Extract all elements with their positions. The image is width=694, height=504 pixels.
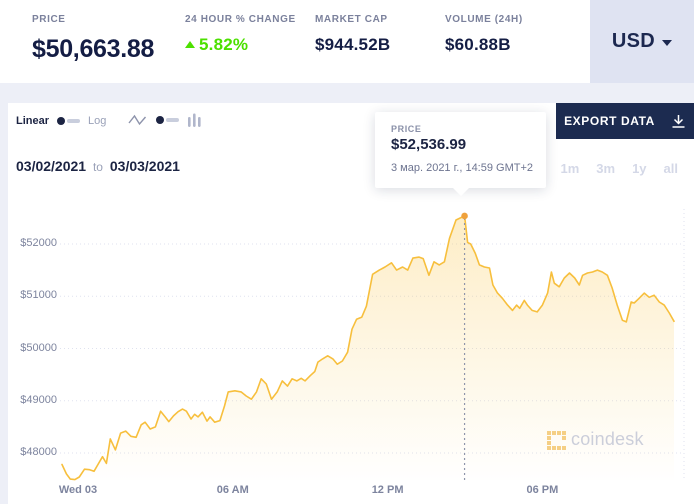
tooltip-price-value: $52,536.99 — [391, 136, 467, 153]
price-chart-panel: Linear Log EXPORT DATA 03/02/2021 — [8, 103, 694, 504]
export-data-label: EXPORT DATA — [564, 114, 655, 128]
stat-volume-value: $60.88B — [445, 35, 511, 54]
chevron-down-icon — [662, 40, 673, 46]
stat-volume: VOLUME (24H) $60.88B — [445, 14, 523, 64]
up-arrow-icon — [185, 41, 195, 48]
tooltip-pointer — [453, 188, 469, 196]
stat-mcap-label: MARKET CAP — [315, 14, 388, 25]
coindesk-logo-icon — [547, 430, 566, 450]
bar-chart-icon[interactable] — [187, 113, 202, 128]
stat-mcap-value: $944.52B — [315, 35, 391, 54]
date-range-end[interactable]: 03/03/2021 — [109, 158, 180, 174]
date-range[interactable]: 03/02/2021 to 03/03/2021 — [16, 158, 180, 174]
scale-controls: Linear Log — [16, 113, 106, 129]
price-tooltip: PRICE $52,536.99 3 мар. 2021 г., 14:59 G… — [375, 112, 546, 196]
x-tick-label: 12 PM — [371, 484, 404, 496]
range-button-1y[interactable]: 1y — [632, 161, 647, 176]
download-icon — [672, 114, 685, 128]
stat-change-value: 5.82% — [185, 35, 315, 55]
stat-volume-label: VOLUME (24H) — [445, 14, 523, 25]
chart-type-toggle-switch[interactable] — [156, 116, 179, 124]
stat-price-value: $50,663.88 — [32, 35, 155, 63]
stats-row: PRICE $50,663.88 24 HOUR % CHANGE 5.82% … — [0, 0, 694, 64]
stat-change-label: 24 HOUR % CHANGE — [185, 14, 296, 25]
range-button-all[interactable]: all — [663, 161, 678, 176]
chart-type-controls — [128, 111, 202, 129]
stat-change-percent: 5.82% — [199, 35, 249, 54]
log-scale-label[interactable]: Log — [88, 115, 107, 127]
coindesk-watermark: coindesk — [547, 429, 644, 450]
stat-price-label: PRICE — [32, 14, 66, 25]
currency-value: USD — [611, 30, 656, 52]
time-range-buttons: 1m 3m 1y all — [560, 161, 678, 176]
range-button-3m[interactable]: 3m — [596, 161, 616, 176]
scale-toggle-switch[interactable] — [57, 117, 81, 125]
range-button-1m[interactable]: 1m — [560, 161, 580, 176]
export-data-button[interactable]: EXPORT DATA — [556, 103, 694, 139]
y-tick-label: $50000 — [20, 341, 57, 354]
date-range-start[interactable]: 03/02/2021 — [16, 158, 87, 174]
toggle-track — [166, 118, 179, 122]
x-tick-label: 06 AM — [216, 484, 249, 496]
stat-24h-change: 24 HOUR % CHANGE 5.82% — [185, 14, 315, 64]
toggle-track — [67, 119, 81, 123]
x-tick-label: Wed 03 — [58, 484, 98, 496]
x-tick-label: 06 PM — [526, 484, 559, 496]
stat-market-cap: MARKET CAP $944.52B — [315, 14, 445, 64]
y-tick-label: $49000 — [20, 393, 57, 406]
tooltip-price-label: PRICE — [391, 124, 422, 134]
y-tick-label: $52000 — [20, 237, 57, 249]
price-stats-header: PRICE $50,663.88 24 HOUR % CHANGE 5.82% … — [0, 0, 694, 83]
coindesk-watermark-text: coindesk — [571, 429, 644, 449]
currency-dropdown[interactable]: USD — [590, 0, 694, 83]
toggle-knob — [156, 116, 164, 124]
date-range-separator: to — [92, 160, 103, 174]
tooltip-datetime: 3 мар. 2021 г., 14:59 GMT+2 — [391, 162, 534, 174]
line-chart-icon[interactable] — [128, 113, 148, 127]
y-tick-label: $51000 — [20, 289, 57, 302]
toggle-knob — [57, 117, 66, 125]
highlight-point-marker — [461, 212, 468, 220]
stat-price: PRICE $50,663.88 — [32, 14, 185, 64]
linear-scale-label[interactable]: Linear — [16, 115, 50, 127]
y-tick-label: $48000 — [20, 446, 57, 458]
